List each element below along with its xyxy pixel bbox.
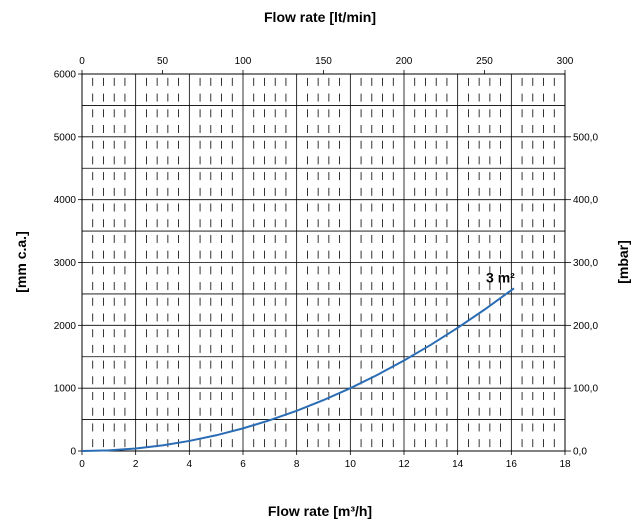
y-tick-label: 1000 (54, 384, 77, 395)
minor-ticks-layer (92, 77, 555, 448)
right-tick-label: 400,0 (573, 195, 598, 206)
x-tick-label: 10 (345, 459, 357, 470)
right-axis-title: [mbar] (615, 240, 631, 284)
right-tick-label: 200,0 (573, 321, 598, 332)
x-tick-label: 0 (79, 459, 85, 470)
series-line (81, 287, 515, 452)
y-tick-label: 3000 (54, 258, 77, 269)
top-tick-label: 0 (79, 56, 85, 67)
x-tick-label: 16 (506, 459, 518, 470)
right-tick-label: 0,0 (573, 447, 587, 458)
x-tick-label: 2 (133, 459, 139, 470)
top-tick-label: 200 (396, 56, 413, 67)
top-tick-label: 150 (315, 56, 332, 67)
top-tick-label: 100 (235, 56, 252, 67)
top-tick-label: 300 (557, 56, 574, 67)
x-tick-label: 4 (187, 459, 193, 470)
x-tick-label: 18 (559, 459, 571, 470)
series-label: 3 m² (486, 269, 515, 285)
bottom-axis-title: Flow rate [m³/h] (268, 503, 372, 519)
right-tick-label: 100,0 (573, 384, 598, 395)
right-tick-label: 500,0 (573, 132, 598, 143)
x-tick-label: 6 (240, 459, 246, 470)
y-tick-label: 4000 (54, 195, 77, 206)
x-tick-label: 12 (398, 459, 410, 470)
top-tick-label: 250 (476, 56, 493, 67)
axis-ticks-layer: 0 2 4 6 8 10 12 14 16 180 50 100 150 200 250 3000100020… (54, 56, 599, 470)
y-tick-label: 2000 (54, 321, 77, 332)
top-axis-title: Flow rate [lt/min] (264, 9, 376, 25)
series-layer (81, 287, 515, 452)
top-tick-label: 50 (157, 56, 169, 67)
right-tick-label: 300,0 (573, 258, 598, 269)
x-tick-label: 8 (294, 459, 300, 470)
y-tick-label: 6000 (54, 70, 77, 81)
grid-layer (81, 74, 566, 451)
y-tick-label: 0 (70, 447, 76, 458)
x-tick-label: 14 (452, 459, 464, 470)
y-tick-label: 5000 (54, 132, 77, 143)
left-axis-title: [mm c.a.] (13, 231, 29, 292)
